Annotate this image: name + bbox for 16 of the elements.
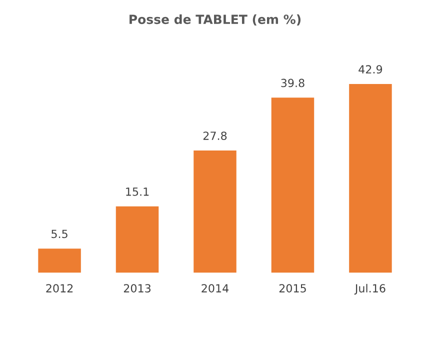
data-label: 15.1 [126,188,149,196]
data-label: 39.8 [281,78,304,88]
chart-title: Posse de TABLET (em %) [130,14,301,26]
x-tick-label: 2014 [202,284,229,293]
data-label: 42.9 [358,65,382,74]
bar [194,150,236,273]
bar [349,84,392,273]
bar [116,206,159,273]
bar [271,98,314,273]
data-label: 5.5 [52,230,68,238]
data-label: 27.8 [203,132,227,140]
bar [38,248,81,273]
x-tick-label: Jul.16 [354,284,386,295]
x-tick-label: 2013 [124,284,151,293]
x-tick-label: 2015 [279,284,306,293]
x-tick-label: 2012 [46,284,73,293]
